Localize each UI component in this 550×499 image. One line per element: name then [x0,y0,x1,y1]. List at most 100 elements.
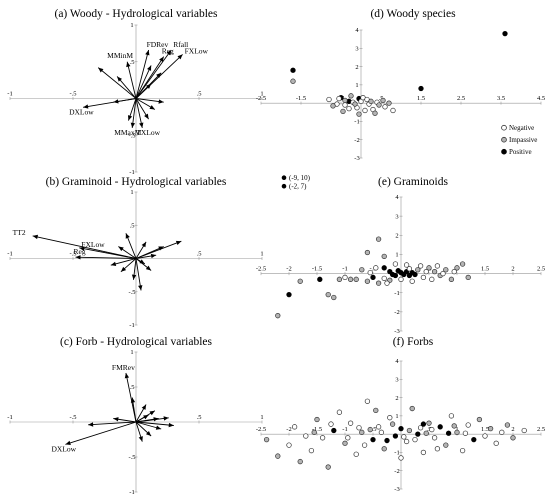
vector-arrow [113,417,137,423]
vector-arrow [135,421,174,428]
scatter-point-positive [437,424,443,430]
vector-label: Reg [74,247,86,256]
legend-species-groups: Negative Impassive Positive [501,124,537,156]
y-tick-label: -2 [394,468,399,475]
scatter-point-impassive [487,426,494,432]
scatter-point-negative [367,269,373,276]
vector-arrow [135,65,152,99]
x-tick-label: -.5 [69,251,76,258]
scatter-point-impassive [381,446,387,452]
scatter-point-impassive [290,78,296,84]
panel-e-graminoids-scatter: (e) Graminoids-2.5-2-1.5-1-.5.511.522.54… [256,176,545,335]
scatter-point-negative [381,275,387,282]
legend-label: Impassive [509,136,537,144]
scatter-point-positive [370,274,376,281]
scatter-point-positive [290,67,296,73]
vector-label: DXLow [69,107,94,116]
vector-label: FXLow [185,46,209,55]
scatter-point-negative [412,436,418,443]
x-tick-label: 1 [260,414,263,421]
vector-label: FDRev [147,40,169,49]
scatter-point-positive [389,271,396,278]
y-tick-label: -1 [354,119,359,126]
scatter-point-negative [291,424,298,430]
x-tick-label: 1.5 [417,95,425,102]
vector-arrow [118,246,137,259]
scatter-point-negative [499,429,505,435]
y-tick-label: -3 [394,486,399,493]
vector-arrow [135,404,147,423]
x-tick-label: -1 [342,426,347,433]
x-tick-label: -1 [7,251,12,258]
panel-title: (c) Forb - Hydrological variables [60,336,213,348]
scatter-point-positive [445,430,452,436]
scatter-point-positive [415,431,421,437]
x-tick-label: -.5 [369,266,376,273]
scatter-point-positive [384,437,390,444]
scatter-point-negative [390,107,396,114]
scatter-point-impassive [389,421,396,427]
y-tick-label: 4 [395,194,399,201]
scatter-point-impassive [359,429,365,435]
y-tick-label: .5 [130,384,135,391]
y-tick-label: -2 [354,137,359,144]
scatter-point-impassive [380,97,386,104]
vector-arrow [124,372,137,423]
x-tick-label: 2.5 [537,426,545,433]
scatter-point-impassive [325,291,331,298]
scatter-point-positive [502,31,508,37]
x-tick-label: 4.5 [537,95,545,102]
scatter-point-impassive [263,436,270,443]
scatter-point-negative [286,442,292,448]
scatter-point-impassive [372,110,378,116]
scatter-point-negative [482,433,488,439]
vector-arrow [135,417,159,423]
scatter-point-negative [342,102,348,108]
scatter-point-impassive [297,458,303,465]
x-tick-label: 1 [260,91,263,98]
panel-title: (e) Graminoids [378,176,448,188]
x-tick-label: 1 [455,426,458,433]
panel-c-forb-hydrological-biplot: (c) Forb - Hydrological variables -1 -.5 .5… [7,336,263,496]
scatter-point-negative [398,276,404,282]
scatter-point-impassive [386,100,392,106]
scatter-point-negative [336,95,342,102]
vector-arrow [135,421,152,437]
vector-label: MMaxM [114,128,141,137]
scatter-point-negative [356,425,362,431]
scatter-point-positive [317,276,323,282]
scatter-point-impassive [443,442,449,448]
scatter-point-negative [345,435,351,441]
legend-item: Negative [501,124,534,132]
scatter-point-negative [521,427,527,434]
panel-title: (a) Woody - Hydrological variables [54,8,218,20]
scatter-point-negative [336,409,343,415]
scatter-point-negative [423,269,429,275]
scatter-point-impassive [342,97,348,104]
legend-item: (-9, 10) [281,174,311,182]
scatter-point-negative [459,447,466,454]
y-tick-label: -3 [394,328,399,335]
y-tick-label: -3 [354,155,359,162]
scatter-point-impassive [368,98,374,104]
scatter-point-negative [346,105,352,112]
vector-arrow [135,253,157,259]
vector-arrow [135,421,143,442]
scatter-point-impassive [364,249,371,256]
vector-arrow [110,258,137,267]
scatter-point-negative [434,446,441,452]
vector-arrow [135,98,149,120]
legend-label: (-9, 10) [289,174,311,182]
y-tick-label: 2 [355,64,358,71]
scatter-point-positive [420,421,427,427]
y-tick-label: 4 [395,358,399,365]
scatter-point-negative [319,435,326,441]
x-tick-label: -1 [7,91,12,98]
scatter-point-impassive [426,265,432,271]
scatter-point-negative [431,435,438,441]
x-tick-label: -2.5 [256,426,266,433]
x-tick-label: -1 [342,266,347,273]
legend-label: Positive [509,148,532,156]
scatter-point-impassive [423,430,429,436]
scatter-point-negative [384,280,390,286]
